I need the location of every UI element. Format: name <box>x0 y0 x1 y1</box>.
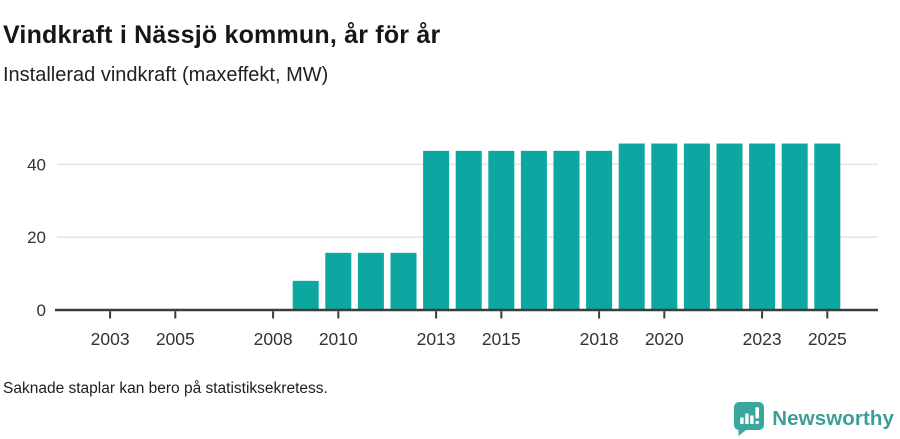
x-tick-label-2015: 2015 <box>482 329 521 349</box>
x-tick-label-2005: 2005 <box>156 329 195 349</box>
bar-2013 <box>423 150 450 310</box>
chart-subtitle: Installerad vindkraft (maxeffekt, MW) <box>3 64 329 86</box>
bar-2021 <box>683 143 710 310</box>
x-tick-label-2018: 2018 <box>580 329 619 349</box>
chart-title: Vindkraft i Nässjö kommun, år för år <box>3 20 441 49</box>
bar-2016 <box>520 150 547 310</box>
bar-2022 <box>716 143 743 310</box>
speech-bubble-shape <box>734 402 765 436</box>
x-tick-label-2008: 2008 <box>254 329 293 349</box>
x-tick-label-2010: 2010 <box>319 329 358 349</box>
footnote: Saknade staplar kan bero på statistiksek… <box>3 380 328 397</box>
x-tick-label-2020: 2020 <box>645 329 684 349</box>
bar-2011 <box>357 252 384 310</box>
logo-bar-chart-glyph <box>740 407 760 424</box>
y-ticks: 0 20 40 <box>27 155 46 320</box>
bar-2020 <box>651 143 678 310</box>
x-tick-label-2023: 2023 <box>743 329 782 349</box>
bar-2012 <box>390 252 417 310</box>
newsworthy-logo-icon <box>734 402 765 436</box>
bars <box>292 143 841 310</box>
bar-2009 <box>292 280 319 310</box>
y-tick-label-40: 40 <box>27 155 46 174</box>
bar-2018 <box>586 150 613 310</box>
bar-2010 <box>325 252 352 310</box>
bar-2015 <box>488 150 515 310</box>
y-tick-label-20: 20 <box>27 228 46 247</box>
bar-2025 <box>814 143 841 310</box>
x-tick-label-2025: 2025 <box>808 329 847 349</box>
bar-2017 <box>553 150 580 310</box>
bar-2014 <box>455 150 482 310</box>
brand-logo: Newsworthy <box>733 401 894 436</box>
brand-name: Newsworthy <box>772 406 894 430</box>
y-tick-label-0: 0 <box>37 301 46 320</box>
bar-2024 <box>781 143 808 310</box>
x-tick-label-2013: 2013 <box>417 329 456 349</box>
bar-2019 <box>618 143 645 310</box>
x-ticks: 2003 2005 2008 2010 2013 2015 2018 2020 2023 2025 <box>91 311 847 349</box>
x-tick-label-2003: 2003 <box>91 329 130 349</box>
bar-2023 <box>749 143 776 310</box>
